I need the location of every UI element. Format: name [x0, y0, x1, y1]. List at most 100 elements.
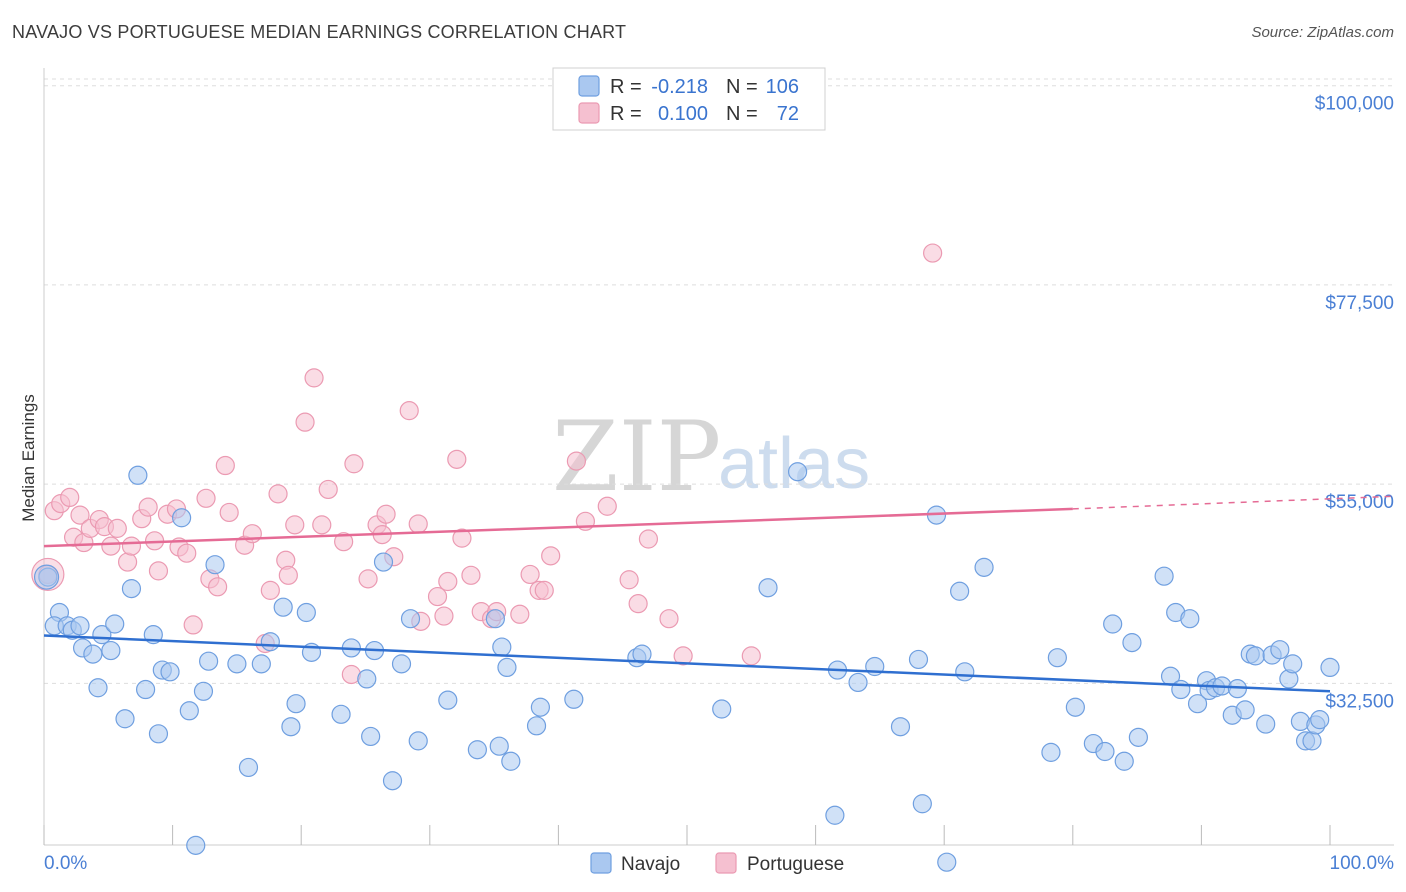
navajo-point — [1320, 657, 1340, 678]
bottom-legend-navajo: Navajo — [621, 854, 680, 875]
navajo-point — [238, 757, 259, 778]
legend-portuguese-n-value: 72 — [777, 103, 799, 125]
navajo-point — [1171, 679, 1191, 700]
bottom-legend-portuguese: Portuguese — [747, 854, 844, 875]
portuguese-point — [447, 449, 467, 469]
navajo-point — [179, 701, 199, 721]
portuguese-point — [534, 580, 554, 600]
legend-navajo-n-value: 106 — [766, 76, 799, 98]
portuguese-point — [923, 243, 943, 263]
portuguese-point — [117, 552, 138, 572]
legend-navajo-n-label: N = — [726, 76, 758, 98]
portuguese-point — [427, 586, 448, 607]
navajo-point — [193, 681, 214, 701]
navajo-point — [205, 555, 225, 575]
portuguese-point — [541, 546, 561, 566]
navajo-point — [172, 508, 192, 528]
navajo-point — [296, 602, 316, 623]
navajo-point — [1103, 614, 1123, 634]
portuguese-point — [148, 561, 169, 581]
navajo-point — [501, 751, 521, 771]
navajo-point — [408, 731, 428, 751]
portuguese-point — [268, 484, 288, 504]
navajo-point — [1114, 751, 1134, 771]
navajo-point — [186, 835, 206, 855]
portuguese-point — [183, 615, 203, 635]
navajo-point — [135, 679, 156, 700]
portuguese-point — [60, 487, 80, 508]
portuguese-point — [408, 514, 428, 534]
portuguese-point — [196, 488, 216, 508]
navajo-point — [1270, 640, 1290, 660]
portuguese-point — [285, 515, 305, 535]
navajo-point — [357, 669, 377, 689]
y-tick-label-2: $77,500 — [1325, 293, 1394, 314]
source-label: Source: ZipAtlas.com — [1251, 24, 1394, 41]
portuguese-point — [376, 504, 396, 524]
legend-navajo-r-value: -0.218 — [651, 76, 708, 98]
navajo-point — [382, 771, 403, 791]
navajo-point — [497, 657, 517, 678]
navajo-point — [331, 704, 351, 724]
portuguese-point — [107, 518, 127, 538]
navajo-point — [890, 717, 911, 737]
legend-navajo-swatch — [578, 75, 600, 97]
navajo-point — [489, 736, 509, 756]
navajo-point — [373, 552, 394, 572]
portuguese-point — [566, 451, 587, 471]
navajo-point — [227, 654, 247, 674]
portuguese-point — [208, 577, 228, 597]
portuguese-point — [638, 529, 659, 549]
navajo-point — [438, 690, 458, 710]
portuguese-point — [399, 401, 419, 421]
navajo-point — [1310, 710, 1330, 730]
portuguese-point — [121, 536, 142, 556]
legend-portuguese-swatch — [578, 102, 600, 124]
series-legend: Navajo Portuguese — [590, 852, 844, 875]
navajo-point — [1154, 566, 1174, 586]
portuguese-point — [334, 532, 354, 552]
portuguese-point — [260, 580, 280, 600]
portuguese-point — [358, 569, 378, 589]
navajo-point — [115, 709, 135, 729]
navajo-point — [70, 616, 90, 636]
portuguese-point — [434, 606, 454, 626]
portuguese-point — [304, 368, 324, 388]
legend-portuguese-n-label: N = — [726, 103, 758, 125]
portuguese-point — [619, 570, 639, 590]
navajo-point — [526, 716, 547, 736]
x-tick-label-0: 0.0% — [44, 853, 87, 874]
legend-portuguese-r-label: R = — [610, 103, 642, 125]
y-axis-label: Median Earnings — [19, 394, 38, 522]
navajo-point — [281, 717, 301, 737]
navajo-point — [105, 614, 125, 634]
portuguese-trend-extension — [1072, 495, 1395, 510]
navajo-point — [286, 694, 306, 714]
navajo-point — [1122, 633, 1142, 653]
navajo-point — [1047, 648, 1067, 668]
trend-lines — [43, 495, 1395, 693]
portuguese-point — [438, 571, 458, 592]
navajo-point — [251, 654, 271, 674]
navajo-point — [467, 740, 487, 760]
navajo-point — [148, 724, 169, 744]
bottom-legend-navajo-swatch — [590, 852, 612, 874]
navajo-point — [937, 852, 957, 872]
navajo-point — [101, 640, 121, 661]
navajo-point — [632, 644, 652, 664]
navajo-point — [128, 465, 148, 485]
navajo-point — [1245, 646, 1266, 666]
navajo-point — [712, 699, 732, 719]
y-tick-label-3: $100,000 — [1315, 94, 1394, 115]
portuguese-point — [673, 646, 693, 666]
navajo-point — [564, 689, 584, 709]
navajo-point — [1256, 714, 1276, 734]
portuguese-point — [138, 497, 158, 517]
navajo-point — [492, 637, 512, 657]
navajo-point — [273, 597, 293, 617]
navajo-point — [530, 697, 550, 717]
navajo-point — [1065, 697, 1085, 717]
navajo-point — [1235, 700, 1255, 720]
navajo-point — [955, 662, 975, 682]
